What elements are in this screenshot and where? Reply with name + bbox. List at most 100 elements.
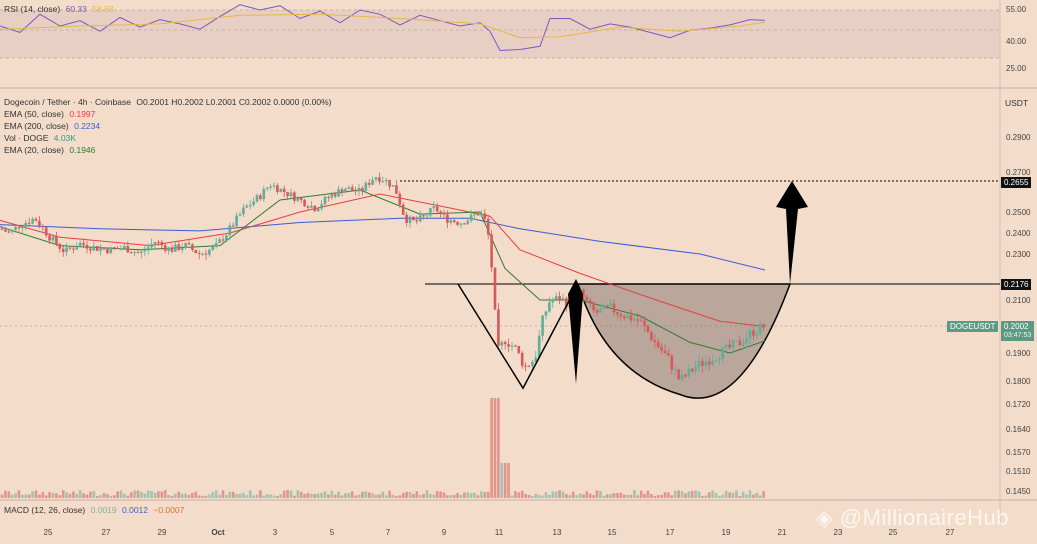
volume-bar <box>507 463 510 498</box>
ema20-line <box>0 189 766 354</box>
candle-body <box>214 242 218 247</box>
candle-body <box>367 182 371 185</box>
volume-bar <box>191 492 194 498</box>
time-axis-ticks[interactable]: 25 27 29 Oct 3 5 7 9 11 13 15 17 19 21 23 25 27 <box>44 528 955 537</box>
volume-bar <box>333 494 337 498</box>
rsi-legend[interactable]: RSI (14, close) 60.33 58.58 <box>4 4 114 14</box>
candle-body <box>378 177 381 182</box>
candle-body <box>238 214 242 216</box>
candle-body <box>616 312 619 315</box>
volume-bar <box>143 493 147 498</box>
rsi-ma-line <box>0 13 766 39</box>
candle-body <box>204 253 208 255</box>
volume-bar <box>163 490 167 498</box>
volume-bar <box>741 491 745 498</box>
candle-body <box>34 218 38 221</box>
volume-bar <box>643 493 646 498</box>
indicator-row[interactable]: EMA (50, close) 0.1997 <box>4 108 332 120</box>
volume-bar <box>684 493 687 498</box>
candle-body <box>262 188 266 200</box>
volume-bar <box>374 494 378 498</box>
candle-body <box>194 249 198 254</box>
candle-body <box>174 244 177 252</box>
candle-body <box>650 332 653 341</box>
candle-body <box>231 225 235 227</box>
candle-body <box>123 245 126 249</box>
candle-body <box>558 296 561 300</box>
volume-bar <box>449 495 453 498</box>
candle-body <box>711 360 714 365</box>
volume-bar <box>497 398 500 498</box>
time-tick-label: 13 <box>553 528 562 537</box>
indicator-row[interactable]: EMA (200, close) 0.2234 <box>4 120 332 132</box>
volume-bar <box>24 494 28 498</box>
candle-body <box>102 248 106 250</box>
volume-bar <box>565 493 568 498</box>
candle-body <box>592 302 595 311</box>
candle-body <box>673 369 677 371</box>
candle-body <box>17 226 21 229</box>
volume-bar <box>279 494 283 498</box>
candle-body <box>248 204 252 206</box>
volume-bar <box>75 493 79 498</box>
currency-label[interactable]: USDT <box>1005 98 1029 108</box>
candle-body <box>412 216 415 221</box>
candle-body <box>707 361 711 365</box>
macd-legend[interactable]: MACD (12, 26, close) 0.0019 0.0012 −0.00… <box>4 505 184 515</box>
candle-body <box>279 188 283 192</box>
indicator-row[interactable]: Vol · DOGE 4.03K <box>4 132 332 144</box>
candle-body <box>116 248 119 250</box>
price-tick-label: 0.1450 <box>1006 487 1031 496</box>
volume-bar <box>391 494 395 498</box>
volume-bar <box>228 491 232 498</box>
candle-body <box>95 246 99 251</box>
candle-body <box>146 247 150 251</box>
volume-bar <box>364 491 368 498</box>
candle-body <box>126 245 130 253</box>
volume-bar <box>490 398 493 498</box>
volume-bar <box>680 491 684 498</box>
volume-bar <box>78 490 82 498</box>
candle-body <box>136 252 140 254</box>
volume-bar <box>609 494 612 498</box>
volume-bar <box>272 495 276 498</box>
volume-bar <box>605 494 609 498</box>
volume-bar <box>602 495 606 498</box>
volume-bar <box>405 491 408 498</box>
candle-body <box>82 242 85 245</box>
candle-body <box>680 374 684 380</box>
watermark-text: @MillionaireHub <box>839 505 1009 530</box>
candle-body <box>133 252 136 254</box>
candle-body <box>211 246 215 250</box>
x-axis-strip[interactable] <box>0 525 1037 539</box>
time-tick-label: 25 <box>889 528 898 537</box>
volume-bar <box>72 491 75 498</box>
candle-body <box>180 248 184 250</box>
volume-bar <box>568 495 572 498</box>
candle-body <box>381 181 385 183</box>
candle-body <box>99 248 102 251</box>
volume-bar <box>296 490 300 498</box>
symbol-row[interactable]: Dogecoin / Tether · 4h · Coinbase O0.200… <box>4 96 332 108</box>
candle-body <box>565 298 568 308</box>
volume-bar <box>340 495 344 498</box>
main-legend[interactable]: Dogecoin / Tether · 4h · Coinbase O0.200… <box>4 96 332 156</box>
candle-body <box>299 197 303 200</box>
candle-body <box>14 226 17 230</box>
volume-bar <box>255 494 259 498</box>
candle-body <box>333 194 337 197</box>
price-axis-ticks[interactable]: 0.2900 0.2700 0.2500 0.2400 0.2300 0.2100 0.19… <box>1006 133 1031 496</box>
volume-bar <box>184 493 187 498</box>
volume-bar <box>306 492 310 498</box>
indicator-row[interactable]: EMA (20, close) 0.1946 <box>4 144 332 156</box>
volume-bar <box>327 494 330 498</box>
candle-body <box>690 368 694 372</box>
price-tick-label: 0.2900 <box>1006 133 1031 142</box>
candle-body <box>197 253 201 255</box>
volume-bar <box>395 495 398 498</box>
candle-body <box>371 179 374 185</box>
volume-bar <box>711 490 714 498</box>
volume-bar <box>17 490 21 498</box>
